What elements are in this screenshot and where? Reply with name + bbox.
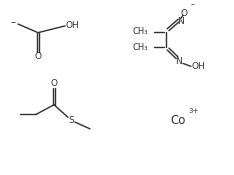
Text: O: O — [34, 52, 41, 61]
Text: O: O — [51, 79, 58, 88]
Text: CH₃: CH₃ — [132, 43, 148, 52]
Text: CH₃: CH₃ — [132, 27, 148, 36]
Text: 3+: 3+ — [188, 108, 198, 114]
Text: Co: Co — [170, 114, 186, 127]
Text: OH: OH — [66, 21, 80, 30]
Text: –: – — [10, 17, 16, 27]
Text: N: N — [176, 57, 182, 66]
Text: S: S — [68, 116, 74, 125]
Text: N: N — [178, 17, 184, 26]
Text: O: O — [180, 9, 187, 18]
Text: –: – — [191, 1, 195, 10]
Text: OH: OH — [192, 62, 206, 71]
